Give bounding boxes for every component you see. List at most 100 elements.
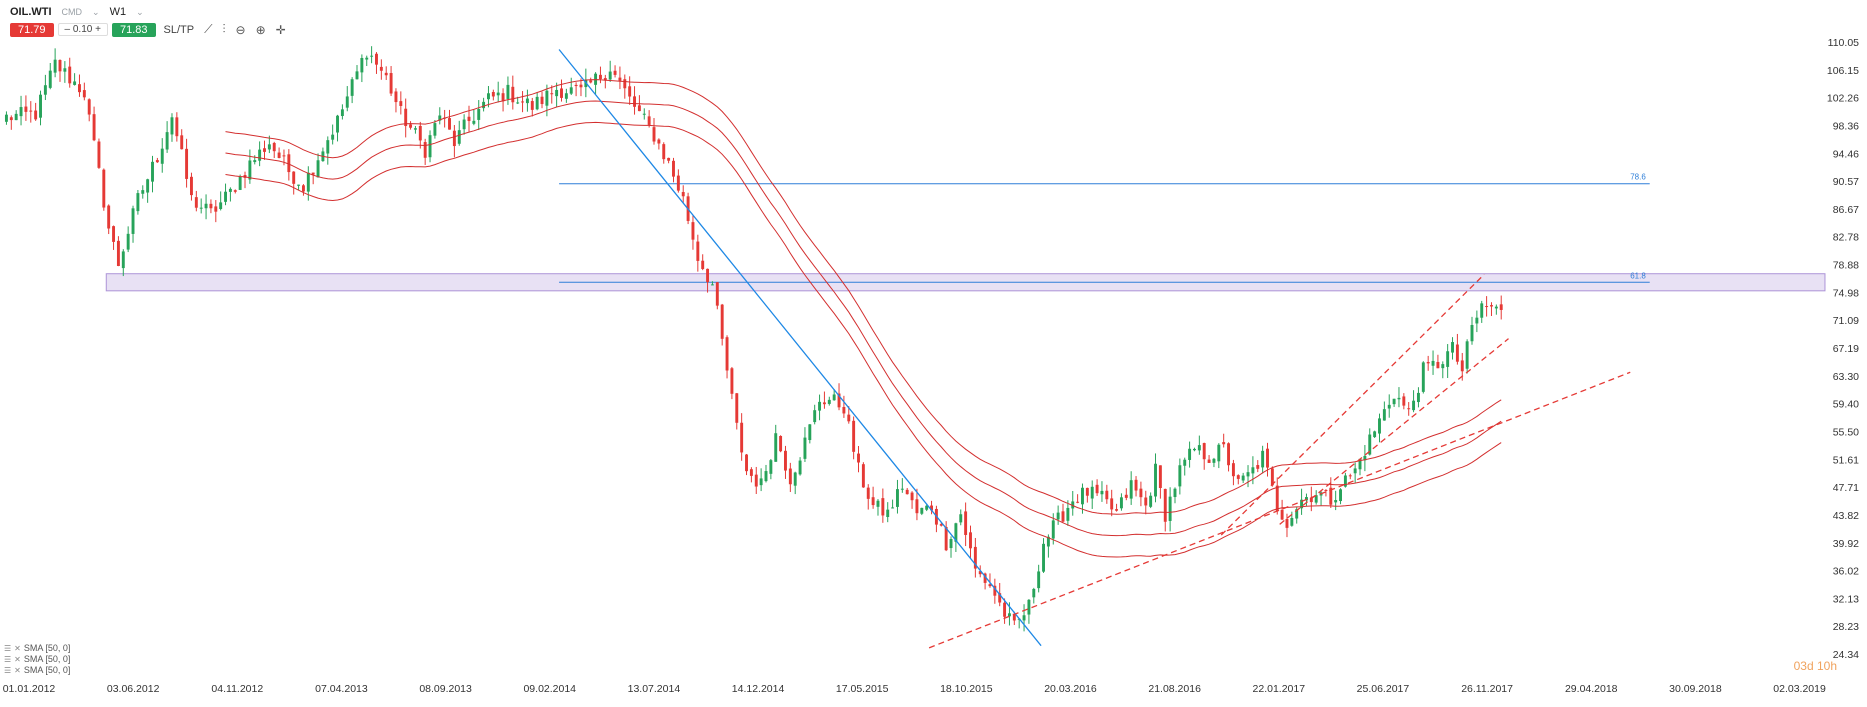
candle-body xyxy=(871,497,875,506)
candle-body xyxy=(1134,479,1138,491)
candle-body xyxy=(472,120,476,124)
candle-body xyxy=(1485,306,1489,308)
crosshair-icon[interactable]: ✛ xyxy=(275,22,286,37)
x-tick-label: 09.02.2014 xyxy=(523,683,576,695)
candle-body xyxy=(375,53,378,65)
close-icon[interactable]: ✕ xyxy=(14,666,21,675)
x-tick-label: 26.11.2017 xyxy=(1461,683,1513,695)
candle-body xyxy=(189,176,193,196)
candle-body xyxy=(1037,571,1041,589)
candle-body xyxy=(788,468,792,485)
candle-body xyxy=(116,240,120,267)
symbol-dropdown-icon[interactable]: ⌄ xyxy=(92,6,100,17)
candle-body xyxy=(141,190,145,194)
y-tick-label: 94.46 xyxy=(1833,148,1859,160)
candle-body xyxy=(394,91,398,103)
sltp-button[interactable]: SL/TP xyxy=(163,23,195,36)
settings-icon[interactable]: ☰ xyxy=(4,644,12,653)
symbol-name[interactable]: OIL.WTI xyxy=(10,6,52,18)
candle-body xyxy=(832,394,836,401)
candle-body xyxy=(253,160,257,163)
candle-body xyxy=(784,450,787,471)
indicator-item[interactable]: ☰ ✕ SMA [50, 0] xyxy=(4,643,70,654)
candle-body xyxy=(1090,486,1094,499)
symbol-row: OIL.WTI CMD ⌄ W1 ⌄ xyxy=(10,6,286,18)
candle-body xyxy=(1256,465,1260,469)
candle-body xyxy=(1163,488,1167,522)
indicator-item[interactable]: ☰ ✕ SMA [50, 0] xyxy=(4,665,70,676)
candle-body xyxy=(662,144,666,160)
candle-body xyxy=(1217,444,1221,462)
candle-body xyxy=(233,190,237,192)
candle-body xyxy=(628,86,632,97)
indicators-icon[interactable]: ⫶ xyxy=(222,22,226,36)
candle-body xyxy=(959,514,963,523)
candle-body xyxy=(1358,458,1362,470)
candle-body xyxy=(1231,463,1235,477)
candle-body xyxy=(1480,303,1484,318)
candle-body xyxy=(1197,445,1201,451)
candle-body xyxy=(793,472,797,486)
candle-body xyxy=(1061,511,1065,522)
candle-body xyxy=(1431,360,1435,366)
candle-body xyxy=(866,487,870,499)
candle-body xyxy=(1241,475,1245,481)
candle-body xyxy=(1446,351,1450,367)
candle-body xyxy=(1475,317,1479,324)
y-tick-label: 63.30 xyxy=(1833,371,1859,383)
candle-body xyxy=(847,414,851,422)
candle-body xyxy=(496,92,500,96)
sell-button[interactable]: 71.79 xyxy=(10,22,54,37)
candle-body xyxy=(1139,488,1143,498)
timeframe-select[interactable]: W1 xyxy=(109,6,127,18)
candle-body xyxy=(720,304,724,339)
close-icon[interactable]: ✕ xyxy=(14,655,21,664)
candle-body xyxy=(194,197,198,208)
zoom-out-icon[interactable]: ⊖ xyxy=(235,22,246,37)
spread-input[interactable]: – 0.10 + xyxy=(57,23,108,36)
fib-label: 78.6 xyxy=(1630,173,1646,182)
candle-body xyxy=(345,96,349,108)
line-chart-icon[interactable]: ⟋ xyxy=(204,22,213,36)
timeframe-dropdown-icon[interactable]: ⌄ xyxy=(136,6,144,17)
close-icon[interactable]: ✕ xyxy=(14,644,21,653)
candle-body xyxy=(292,171,296,184)
buy-button[interactable]: 71.83 xyxy=(111,22,156,37)
candle-body xyxy=(185,148,189,179)
candle-body xyxy=(1421,362,1425,392)
y-tick-label: 106.15 xyxy=(1827,65,1859,77)
zoom-in-icon[interactable]: ⊕ xyxy=(255,22,266,37)
candle-body xyxy=(326,140,330,154)
x-tick-label: 02.03.2019 xyxy=(1773,683,1826,695)
settings-icon[interactable]: ☰ xyxy=(4,655,12,664)
candle-body xyxy=(267,144,271,150)
candle-body xyxy=(749,469,753,476)
candle-body xyxy=(501,93,505,102)
indicator-item[interactable]: ☰ ✕ SMA [50, 0] xyxy=(4,654,70,665)
candle-body xyxy=(1149,495,1153,507)
y-tick-label: 71.09 xyxy=(1833,315,1859,327)
trade-row: 71.79 – 0.10 + 71.83 SL/TP ⟋ ⫶ ⊖ ⊕ ✛ xyxy=(10,22,286,37)
candle-body xyxy=(1266,448,1269,468)
settings-icon[interactable]: ☰ xyxy=(4,666,12,675)
candle-body xyxy=(618,77,622,81)
x-tick-label: 03.06.2012 xyxy=(107,683,160,695)
candle-body xyxy=(1105,490,1109,500)
candle-body xyxy=(925,505,929,510)
x-tick-label: 07.04.2013 xyxy=(315,683,368,695)
candle-body xyxy=(1499,304,1503,310)
candle-body xyxy=(121,251,125,269)
candle-body xyxy=(1295,509,1299,519)
candle-body xyxy=(525,98,529,104)
candle-body xyxy=(511,86,515,103)
candle-body xyxy=(1387,404,1391,409)
candle-body xyxy=(1304,497,1308,501)
candle-body xyxy=(988,584,992,587)
y-tick-label: 74.98 xyxy=(1833,287,1859,299)
candle-body xyxy=(681,192,685,197)
candle-body xyxy=(248,160,252,180)
candle-body xyxy=(633,96,636,107)
candle-body xyxy=(258,149,262,161)
